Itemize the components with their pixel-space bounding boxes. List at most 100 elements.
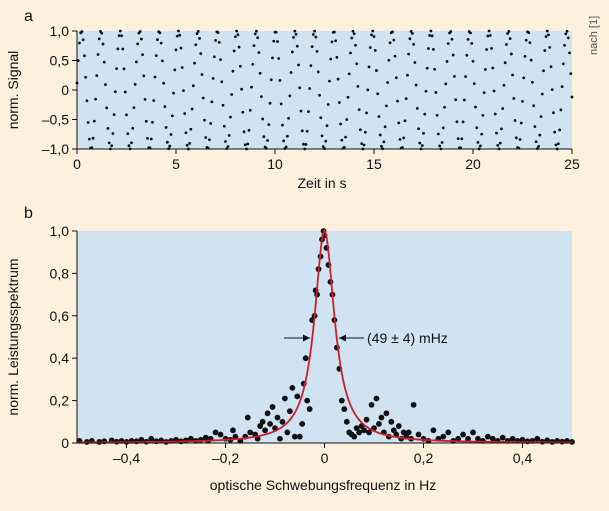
signal-point xyxy=(351,29,355,33)
signal-point xyxy=(337,101,341,104)
spectrum-point xyxy=(430,427,437,434)
signal-point xyxy=(556,142,560,146)
signal-point xyxy=(533,125,537,129)
signal-point xyxy=(115,67,118,70)
panel-b-axes: –0,4 –0,2 0 0,2 0,4 0 0,2 0,4 0,6 0,8 1,0 xyxy=(50,223,572,466)
signal-point xyxy=(211,76,215,80)
panel-b-x-axis-title: optische Schwebungsfrequenz in Hz xyxy=(210,477,436,493)
signal-point xyxy=(208,138,211,142)
signal-point xyxy=(356,85,360,88)
spectrum-point xyxy=(296,433,303,440)
signal-point xyxy=(195,32,199,35)
signal-point xyxy=(121,47,125,51)
spectrum-point xyxy=(415,431,422,438)
signal-point xyxy=(527,31,531,35)
panel-a-y-tick-label: 0 xyxy=(61,82,69,98)
signal-point xyxy=(479,144,482,148)
signal-point xyxy=(569,72,573,76)
signal-point xyxy=(111,132,115,135)
signal-point xyxy=(561,62,565,66)
signal-point xyxy=(349,51,352,55)
spectrum-point xyxy=(410,401,417,408)
signal-point xyxy=(209,122,213,125)
signal-point xyxy=(204,136,208,139)
signal-point xyxy=(284,145,288,149)
signal-point xyxy=(85,99,89,103)
panel-b-linewidth-annotation: (49 ± 4) mHz xyxy=(284,330,448,346)
panel-a-y-tick-label: –0,5 xyxy=(42,112,69,128)
signal-point xyxy=(149,137,153,141)
signal-point xyxy=(454,98,458,102)
signal-point xyxy=(469,31,472,35)
signal-point xyxy=(105,106,109,110)
signal-point xyxy=(441,126,445,130)
signal-point xyxy=(96,53,100,56)
signal-point xyxy=(410,31,414,35)
spectrum-point xyxy=(353,425,360,432)
signal-point xyxy=(511,73,514,77)
signal-point xyxy=(522,76,526,80)
signal-point xyxy=(352,32,356,36)
signal-point xyxy=(159,41,163,45)
signal-point xyxy=(201,96,205,100)
signal-point xyxy=(413,61,417,64)
signal-point xyxy=(174,48,178,52)
signal-point xyxy=(565,29,569,33)
signal-point xyxy=(438,144,441,148)
signal-point xyxy=(563,43,566,47)
signal-point xyxy=(268,101,272,105)
panel-a-x-tick-label: 20 xyxy=(465,156,481,172)
signal-point xyxy=(116,47,120,51)
signal-point xyxy=(509,52,513,56)
signal-point xyxy=(420,144,424,147)
signal-point xyxy=(248,108,252,112)
signal-point xyxy=(406,73,409,77)
spectrum-point xyxy=(264,410,271,417)
signal-point xyxy=(407,52,411,56)
signal-point xyxy=(466,37,470,41)
signal-point xyxy=(538,133,542,137)
signal-point xyxy=(235,29,239,33)
signal-point xyxy=(392,38,396,42)
spectrum-point xyxy=(277,435,283,442)
signal-point xyxy=(403,119,407,123)
signal-point xyxy=(508,37,512,40)
signal-point xyxy=(163,105,167,108)
signal-point xyxy=(357,108,361,112)
signal-point xyxy=(340,138,344,142)
signal-point xyxy=(512,97,516,100)
signal-point xyxy=(318,93,321,97)
signal-point xyxy=(445,60,449,63)
signal-point xyxy=(568,51,571,55)
signal-point xyxy=(396,99,399,103)
signal-point xyxy=(95,74,99,78)
spectrum-point xyxy=(247,429,254,436)
panel-a-y-tick-label: 0,5 xyxy=(50,53,70,69)
signal-point xyxy=(172,91,175,95)
signal-point xyxy=(90,146,94,150)
signal-point xyxy=(424,89,428,93)
signal-point xyxy=(222,124,226,128)
spectrum-point xyxy=(351,433,358,440)
signal-point xyxy=(382,140,386,144)
panel-a-x-tick-label: 5 xyxy=(172,156,180,172)
signal-point xyxy=(371,29,375,33)
spectrum-point xyxy=(232,433,239,440)
signal-point xyxy=(376,92,380,96)
signal-point xyxy=(480,132,484,136)
signal-point xyxy=(365,111,368,115)
spectrum-point xyxy=(440,433,447,440)
signal-point xyxy=(112,113,116,116)
signal-point xyxy=(544,35,548,38)
signal-point xyxy=(461,120,465,124)
panel-b-x-tick-label: 0,2 xyxy=(414,450,434,466)
signal-point xyxy=(107,141,111,145)
signal-point xyxy=(113,90,117,94)
signal-point xyxy=(360,142,364,146)
signal-point xyxy=(397,121,401,125)
spectrum-point xyxy=(338,397,345,404)
signal-point xyxy=(495,131,498,135)
signal-point xyxy=(220,80,224,84)
signal-point xyxy=(295,44,299,48)
